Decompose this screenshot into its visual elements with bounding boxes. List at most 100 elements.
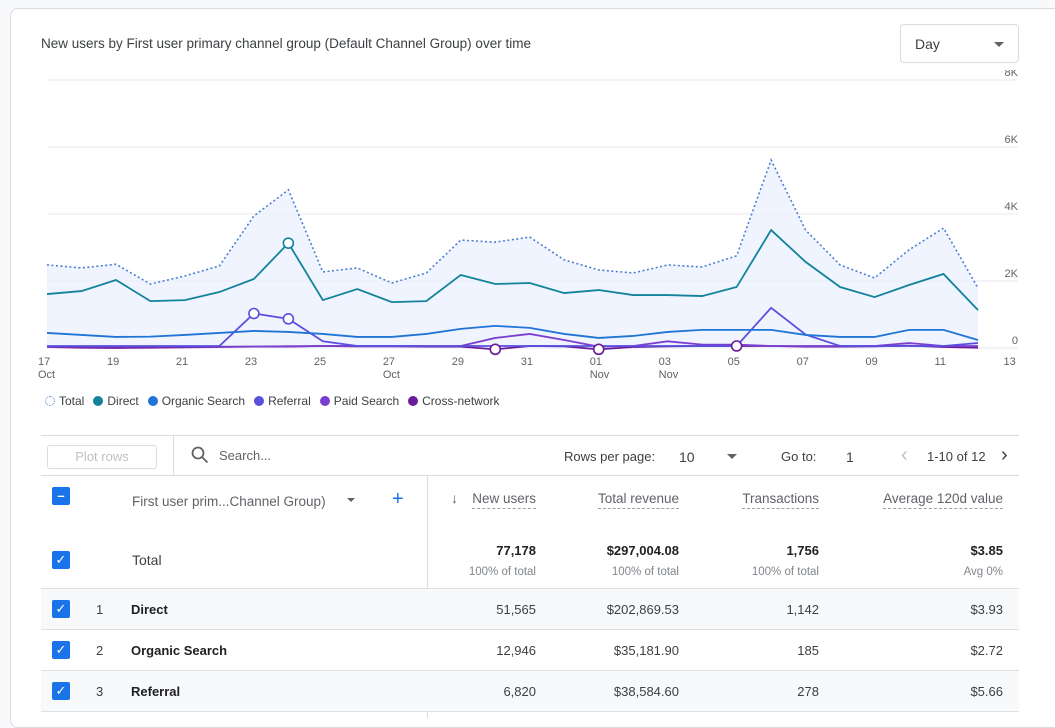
legend-label: Cross-network [422, 394, 499, 408]
column-header-new-users[interactable]: New users [472, 491, 536, 509]
row-value: 1,142 [786, 602, 819, 617]
legend-item[interactable]: Direct [93, 394, 138, 408]
search-box[interactable]: Search... [191, 446, 271, 464]
total-value: 77,178 [496, 543, 536, 558]
legend-swatch [408, 396, 418, 406]
x-tick-label: 27 [383, 356, 395, 368]
row-channel-name[interactable]: Referral [131, 684, 180, 699]
x-tick-label: 31 [521, 356, 533, 368]
row-value: 185 [797, 643, 819, 658]
legend-swatch [93, 396, 103, 406]
x-tick-label: Oct [383, 369, 400, 380]
goto-label: Go to: [781, 449, 816, 464]
prev-page-icon[interactable]: ‹ [901, 444, 908, 467]
total-percentage: 100% of total [612, 566, 679, 578]
data-point-marker [490, 344, 500, 354]
row-channel-name[interactable]: Direct [131, 602, 168, 617]
legend-item[interactable]: Paid Search [320, 394, 399, 408]
row-value: 51,565 [496, 602, 536, 617]
checkbox-checked[interactable]: ✓ [52, 641, 70, 659]
row-value: $202,869.53 [607, 602, 679, 617]
x-tick-label: 17 [38, 356, 50, 368]
x-tick-label: 23 [245, 356, 257, 368]
table-header: – First user prim...Channel Group) + ↓ N… [41, 476, 1019, 530]
x-tick-label: 13 [1003, 356, 1015, 368]
goto-input[interactable]: 1 [846, 449, 854, 465]
select-all-checkbox[interactable]: – [52, 487, 70, 505]
x-tick-label: 07 [797, 356, 809, 368]
caret-down-icon[interactable] [727, 454, 737, 459]
row-value: $2.72 [970, 643, 1003, 658]
legend-swatch [45, 396, 55, 406]
column-header-average-120d-value[interactable]: Average 120d value [883, 491, 1003, 509]
row-value: 12,946 [496, 643, 536, 658]
legend-item[interactable]: Total [45, 394, 84, 408]
x-tick-label: 01 [590, 356, 602, 368]
y-tick-label: 0 [1012, 335, 1018, 347]
legend-label: Paid Search [334, 394, 399, 408]
checkbox-checked[interactable]: ✓ [52, 682, 70, 700]
total-label: Total [132, 552, 162, 568]
plot-rows-button[interactable]: Plot rows [47, 445, 157, 469]
total-percentage: 100% of total [752, 566, 819, 578]
x-tick-label: 03 [659, 356, 671, 368]
y-tick-label: 8K [1005, 70, 1019, 79]
granularity-value: Day [915, 36, 940, 52]
legend-item[interactable]: Cross-network [408, 394, 499, 408]
x-tick-label: Oct [38, 369, 55, 380]
search-input[interactable]: Search... [219, 448, 271, 463]
row-value: $35,181.90 [614, 643, 679, 658]
x-tick-label: 29 [452, 356, 464, 368]
total-value: $297,004.08 [607, 543, 679, 558]
row-value: $5.66 [970, 684, 1003, 699]
x-tick-label: Nov [659, 369, 679, 380]
add-dimension-icon[interactable]: + [392, 488, 404, 511]
x-tick-label: 11 [935, 356, 946, 368]
row-value: $38,584.60 [614, 684, 679, 699]
total-value: 1,756 [786, 543, 819, 558]
table-row[interactable]: ✓ 1 Direct 51,565 $202,869.53 1,142 $3.93 [41, 589, 1019, 630]
table-toolbar: Plot rows Search... Rows per page: 10 Go… [41, 435, 1019, 476]
y-tick-label: 6K [1005, 134, 1019, 146]
column-header-total-revenue[interactable]: Total revenue [598, 491, 679, 509]
x-tick-label: 19 [107, 356, 119, 368]
row-value: $3.93 [970, 602, 1003, 617]
x-tick-label: Nov [590, 369, 610, 380]
row-rank: 1 [96, 602, 103, 617]
legend-item[interactable]: Organic Search [148, 394, 245, 408]
legend-item[interactable]: Referral [254, 394, 311, 408]
checkbox-checked[interactable]: ✓ [52, 551, 70, 569]
data-point-marker [283, 238, 293, 248]
column-header-transactions[interactable]: Transactions [742, 491, 819, 509]
checkbox-checked[interactable]: ✓ [52, 600, 70, 618]
table-row[interactable]: ✓ 2 Organic Search12,946$35,181.90185$2.… [41, 630, 1019, 671]
chart-legend: Total Direct Organic Search Referral Paid Se… [45, 394, 500, 408]
caret-down-icon[interactable] [347, 498, 355, 502]
caret-down-icon [994, 42, 1004, 47]
rows-per-page-label: Rows per page: [564, 449, 655, 464]
table-row[interactable]: ✓ 3 Referral 6,820 $38,584.60 278 $5.66 [41, 671, 1019, 712]
dimension-header[interactable]: First user prim...Channel Group) [132, 494, 326, 509]
data-point-marker [283, 314, 293, 324]
legend-swatch [320, 396, 330, 406]
row-value: 278 [797, 684, 819, 699]
y-tick-label: 4K [1005, 201, 1019, 213]
row-value: 6,820 [503, 684, 536, 699]
data-point-marker [732, 341, 742, 351]
row-rank: 3 [96, 684, 103, 699]
divider [173, 436, 174, 476]
legend-swatch [148, 396, 158, 406]
x-tick-label: 25 [314, 356, 326, 368]
data-point-marker [594, 344, 604, 354]
rows-per-page-select[interactable]: 10 [679, 449, 695, 465]
next-page-icon[interactable]: › [1001, 444, 1008, 467]
page-range: 1-10 of 12 [927, 449, 986, 464]
chart-title: New users by First user primary channel … [41, 36, 531, 51]
legend-label: Total [59, 394, 84, 408]
granularity-dropdown[interactable]: Day [900, 24, 1019, 63]
x-tick-label: 05 [728, 356, 740, 368]
x-tick-label: 09 [866, 356, 878, 368]
row-channel-name[interactable]: Organic Search [131, 643, 227, 658]
total-percentage: Avg 0% [964, 566, 1003, 578]
x-tick-label: 21 [176, 356, 188, 368]
